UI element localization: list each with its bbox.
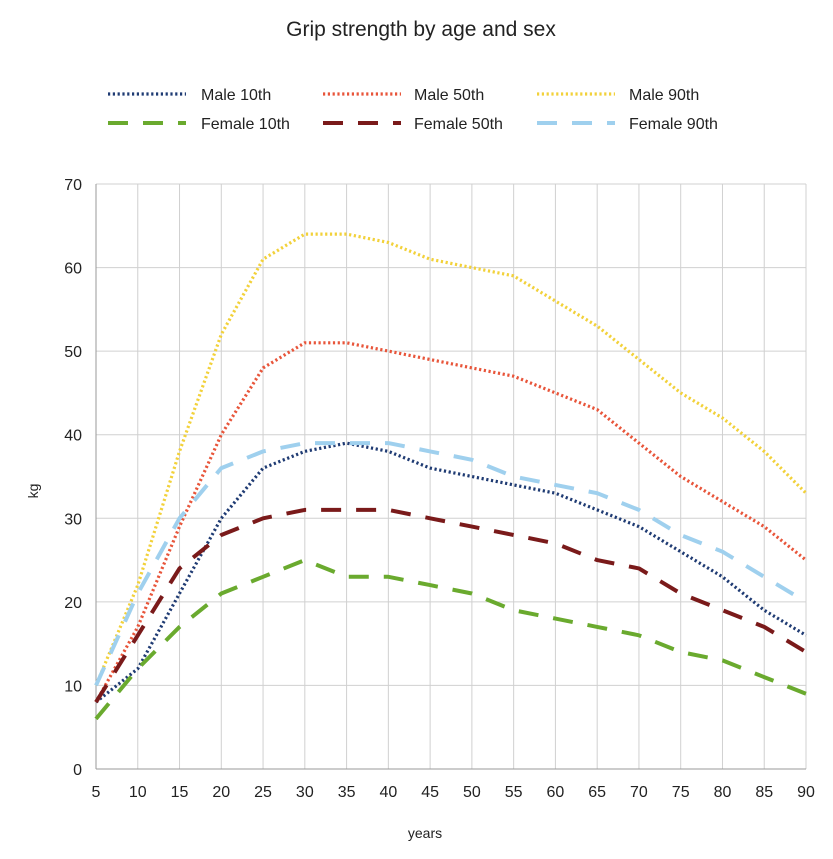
y-tick-label: 40 <box>64 428 82 445</box>
legend-label: Female 90th <box>629 116 718 133</box>
x-axis-label: years <box>408 825 442 841</box>
legend-item-female-10th: Female 10th <box>108 116 290 133</box>
series-line-male-50th <box>94 341 808 703</box>
x-tick-label: 80 <box>714 784 732 801</box>
x-tick-label: 70 <box>630 784 648 801</box>
x-tick-label: 20 <box>212 784 230 801</box>
legend-label: Female 50th <box>414 116 503 133</box>
x-tick-label: 15 <box>171 784 189 801</box>
legend-label: Male 50th <box>414 87 484 104</box>
x-axis-ticks: 5 10 15 20 25 30 35 40 45 50 55 60 65 70 75 80 85 90 <box>92 784 815 801</box>
x-tick-label: 30 <box>296 784 314 801</box>
y-tick-label: 70 <box>64 177 82 194</box>
series-line-female-90th <box>94 441 808 687</box>
x-tick-label: 90 <box>797 784 815 801</box>
legend-item-female-90th: Female 90th <box>537 116 718 133</box>
x-tick-label: 85 <box>755 784 773 801</box>
y-tick-label: 0 <box>73 762 82 779</box>
x-tick-label: 65 <box>588 784 606 801</box>
x-tick-label: 25 <box>254 784 272 801</box>
legend-item-male-90th: Male 90th <box>537 87 699 104</box>
x-tick-label: 40 <box>379 784 397 801</box>
legend-item-male-50th: Male 50th <box>323 87 484 104</box>
y-axis-ticks: 0 10 20 30 40 50 60 70 <box>64 177 82 779</box>
y-tick-label: 60 <box>64 261 82 278</box>
legend-label: Female 10th <box>201 116 290 133</box>
y-axis-label: kg <box>25 484 41 499</box>
series-line-male-10th <box>95 441 807 704</box>
x-tick-label: 35 <box>338 784 356 801</box>
x-tick-label: 75 <box>672 784 690 801</box>
plot-area <box>95 184 806 770</box>
legend-label: Male 10th <box>201 87 271 104</box>
legend: Male 10th Male 50th Male 90th Female 10th Fe… <box>108 87 718 133</box>
x-tick-label: 50 <box>463 784 481 801</box>
y-tick-label: 20 <box>64 595 82 612</box>
x-tick-label: 10 <box>129 784 147 801</box>
y-tick-label: 50 <box>64 344 82 361</box>
series-layer <box>94 232 808 721</box>
series-line-female-10th <box>94 558 807 721</box>
x-tick-label: 60 <box>547 784 565 801</box>
series-line-male-90th <box>94 232 808 687</box>
x-tick-label: 45 <box>421 784 439 801</box>
legend-item-female-50th: Female 50th <box>323 116 503 133</box>
chart-title: Grip strength by age and sex <box>286 18 556 41</box>
legend-item-male-10th: Male 10th <box>108 87 271 104</box>
x-tick-label: 5 <box>92 784 101 801</box>
y-tick-label: 30 <box>64 511 82 528</box>
legend-label: Male 90th <box>629 87 699 104</box>
x-tick-label: 55 <box>505 784 523 801</box>
y-tick-label: 10 <box>64 678 82 695</box>
